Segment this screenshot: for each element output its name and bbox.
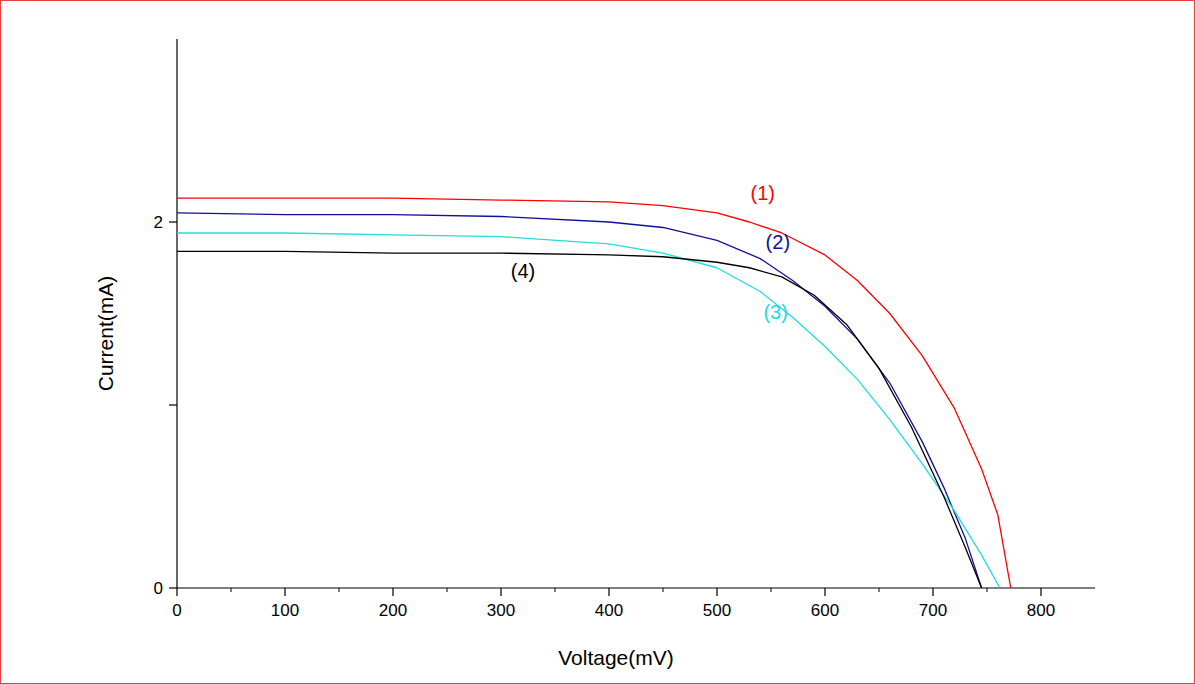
y-axis-title: Current(mA) [94, 276, 117, 392]
x-tick-label: 800 [1027, 601, 1055, 620]
x-tick [932, 588, 933, 596]
y-tick [169, 221, 177, 222]
x-tick-label: 600 [811, 601, 839, 620]
x-tick-label: 400 [595, 601, 623, 620]
x-tick [1040, 588, 1041, 596]
x-minor-tick [987, 588, 988, 592]
series-label: (3) [763, 301, 787, 323]
y-axis [176, 39, 177, 588]
series-line [177, 233, 1000, 588]
x-axis [177, 587, 1095, 588]
chart-frame: 0 100 200 300 400 500 600 700 800 0 2 Voltage(mV) Cu… [0, 0, 1195, 684]
series-label: (4) [511, 260, 535, 282]
series-line [177, 198, 1011, 588]
x-tick [392, 588, 393, 596]
x-axis-title: Voltage(mV) [558, 646, 674, 669]
series-line [177, 213, 982, 588]
x-tick [284, 588, 285, 596]
x-tick [608, 588, 609, 596]
series-line [177, 251, 982, 588]
x-minor-tick [663, 588, 664, 592]
chart: 0 100 200 300 400 500 600 700 800 0 2 Voltage(mV) Cu… [1, 1, 1194, 683]
y-minor-tick [169, 404, 177, 405]
series-label: (2) [766, 231, 790, 253]
y-tick-label: 2 [154, 213, 163, 232]
x-tick-label: 500 [703, 601, 731, 620]
x-minor-tick [339, 588, 340, 592]
x-tick [176, 588, 177, 596]
x-tick-label: 300 [487, 601, 515, 620]
y-tick [169, 587, 177, 588]
series-label: (1) [750, 182, 774, 204]
x-minor-tick [231, 588, 232, 592]
x-minor-tick [771, 588, 772, 592]
x-minor-tick [555, 588, 556, 592]
x-minor-tick [879, 588, 880, 592]
x-tick-label: 200 [379, 601, 407, 620]
x-minor-tick [447, 588, 448, 592]
plot-area [177, 198, 1011, 588]
y-tick-label: 0 [154, 579, 163, 598]
x-tick [716, 588, 717, 596]
x-tick-label: 100 [271, 601, 299, 620]
x-tick [500, 588, 501, 596]
x-tick [824, 588, 825, 596]
x-tick-label: 0 [172, 601, 181, 620]
x-tick-label: 700 [919, 601, 947, 620]
